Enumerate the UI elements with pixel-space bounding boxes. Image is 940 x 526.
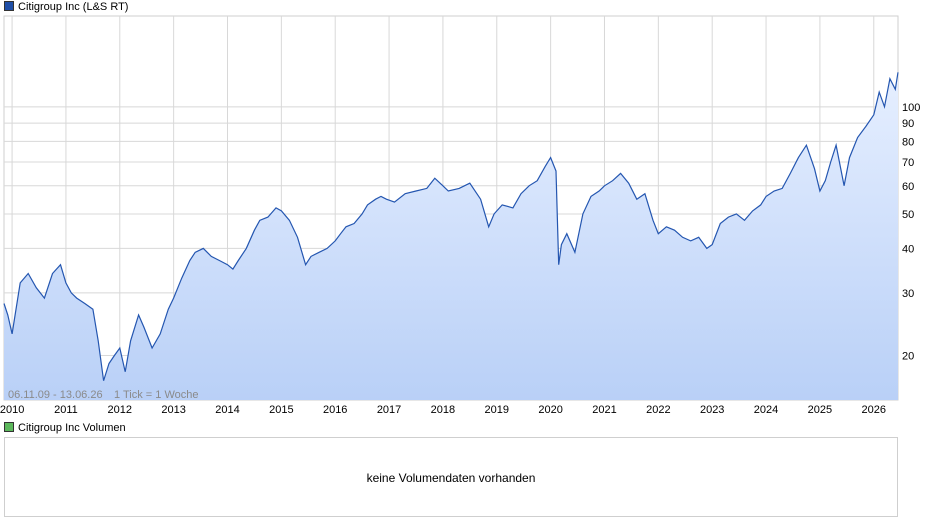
x-tick-label: 2013 (161, 404, 185, 416)
range-info: 06.11.09 - 13.06.26 (8, 389, 103, 401)
x-tick-label: 2015 (269, 404, 293, 416)
y-tick-label: 100 (902, 102, 920, 114)
tick-info: 1 Tick = 1 Woche (114, 389, 198, 401)
y-tick-label: 60 (902, 181, 914, 193)
price-legend-swatch (4, 1, 14, 11)
y-tick-label: 90 (902, 118, 914, 130)
y-tick-label: 80 (902, 136, 914, 148)
price-legend-label: Citigroup Inc (L&S RT) (18, 1, 129, 13)
y-axis: 20 30 40 50 60 70 80 90 100 (902, 102, 920, 363)
volume-legend-label: Citigroup Inc Volumen (18, 422, 126, 434)
price-line (3, 72, 899, 381)
x-tick-label: 2012 (108, 404, 132, 416)
x-tick-label: 2011 (54, 404, 78, 416)
volume-legend: Citigroup Inc Volumen (4, 421, 126, 435)
y-tick-label: 40 (902, 243, 914, 255)
x-tick-label: 2014 (215, 404, 239, 416)
x-tick-label: 2021 (592, 404, 616, 416)
y-tick-label: 50 (902, 209, 914, 221)
y-tick-label: 30 (902, 288, 914, 300)
x-tick-label: 2017 (377, 404, 401, 416)
x-axis: 2010 2011 2012 2013 2014 2015 2016 2017 2018 2019… (0, 404, 886, 416)
price-area (4, 72, 898, 401)
x-tick-label: 2020 (538, 404, 562, 416)
x-tick-label: 2010 (0, 404, 24, 416)
x-tick-label: 2023 (700, 404, 724, 416)
price-chart: 20 30 40 50 60 70 80 90 100 2010 2011 2012 2013 2014… (0, 15, 920, 416)
y-tick-label: 20 (902, 351, 914, 363)
x-tick-label: 2016 (323, 404, 347, 416)
x-tick-label: 2022 (646, 404, 670, 416)
volume-legend-swatch (4, 422, 14, 432)
volume-panel: keine Volumendaten vorhanden (4, 437, 898, 517)
x-tick-label: 2025 (808, 404, 832, 416)
x-tick-label: 2018 (431, 404, 455, 416)
volume-empty-message: keine Volumendaten vorhanden (366, 471, 536, 485)
x-tick-label: 2024 (754, 404, 778, 416)
x-tick-label: 2019 (485, 404, 509, 416)
y-tick-label: 70 (902, 157, 914, 169)
x-tick-label: 2026 (862, 404, 886, 416)
price-legend: Citigroup Inc (L&S RT) (4, 0, 128, 14)
